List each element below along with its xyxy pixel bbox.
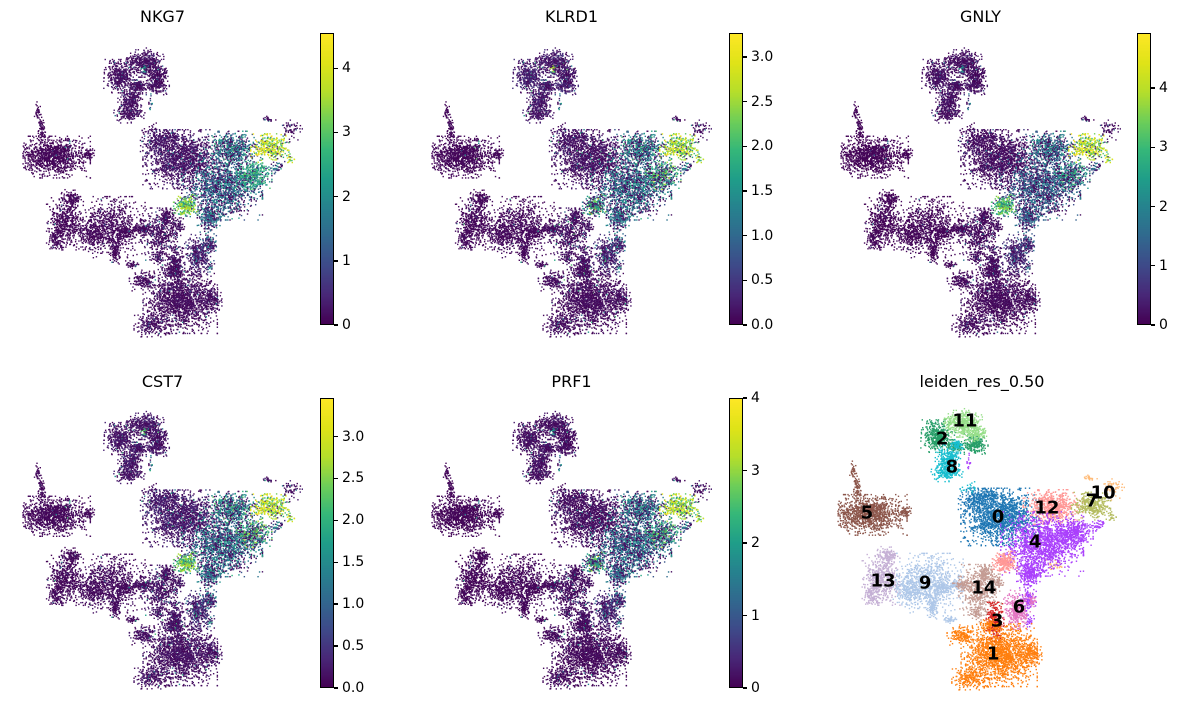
- colorbar-tick: [334, 67, 338, 69]
- cluster-label-4: 4: [1028, 531, 1042, 553]
- cluster-label-12: 12: [1034, 497, 1060, 519]
- colorbar-tick-label: 0.5: [751, 272, 774, 289]
- colorbar-tick-label: 1: [342, 252, 351, 269]
- colorbar-cst7: [320, 398, 334, 688]
- colorbar-tick-label: 4: [751, 390, 760, 406]
- umap-scatter-leiden: [837, 397, 1125, 691]
- colorbar-tick: [334, 131, 338, 134]
- colorbar-tick-label: 4: [342, 60, 351, 77]
- colorbar-tick-label: 0.0: [751, 317, 774, 333]
- colorbar-tick: [1151, 324, 1155, 326]
- colorbar-tick: [743, 687, 747, 689]
- colorbar-tick-label: 2: [342, 188, 351, 205]
- colorbar-tick-label: 2.5: [342, 470, 365, 487]
- umap-scatter-klrd1: [431, 36, 712, 338]
- panel-title-klrd1: KLRD1: [544, 7, 599, 26]
- colorbar-tick: [334, 260, 338, 262]
- colorbar-tick: [743, 614, 747, 617]
- cluster-label-14: 14: [971, 577, 997, 599]
- colorbar-tick: [1151, 146, 1155, 148]
- colorbar-tick: [1151, 205, 1155, 208]
- colorbar-tick: [743, 56, 747, 58]
- colorbar-tick: [334, 519, 338, 522]
- colorbar-tick-label: 1: [751, 607, 760, 624]
- colorbar-tick-label: 3: [751, 462, 760, 479]
- umap-scatter-gnly: [840, 36, 1121, 338]
- colorbar-tick-label: 0: [751, 680, 760, 696]
- cluster-label-13: 13: [870, 570, 896, 592]
- colorbar-tick: [334, 324, 338, 326]
- colorbar-tick: [743, 324, 747, 326]
- colorbar-tick-label: 3.0: [342, 428, 365, 445]
- colorbar-nkg7: [320, 33, 334, 325]
- colorbar-tick-label: 2.0: [342, 512, 365, 529]
- colorbar-tick: [334, 687, 338, 689]
- colorbar-tick-label: 2: [751, 535, 760, 551]
- cluster-label-3: 3: [990, 610, 1004, 632]
- colorbar-tick-label: 3.0: [751, 49, 774, 66]
- colorbar-tick: [334, 603, 338, 605]
- colorbar-tick-label: 1: [1159, 257, 1168, 274]
- colorbar-tick: [743, 101, 747, 103]
- colorbar-tick-label: 1.5: [751, 183, 774, 200]
- cluster-label-0: 0: [991, 506, 1005, 528]
- colorbar-tick-label: 0: [342, 317, 351, 333]
- cluster-label-5: 5: [860, 502, 874, 524]
- cluster-label-9: 9: [918, 572, 932, 594]
- colorbar-tick: [334, 477, 338, 480]
- colorbar-tick: [743, 397, 747, 399]
- umap-scatter-cst7: [22, 400, 303, 690]
- umap-scatter-nkg7: [22, 36, 303, 338]
- colorbar-tick-label: 2.5: [751, 93, 774, 110]
- colorbar-tick: [743, 542, 747, 544]
- colorbar-tick-label: 1.0: [751, 227, 774, 244]
- colorbar-tick: [743, 469, 747, 472]
- colorbar-tick-label: 4: [1159, 80, 1168, 97]
- colorbar-tick-label: 0.0: [342, 680, 365, 696]
- colorbar-tick: [334, 195, 338, 198]
- panel-title-nkg7: NKG7: [139, 7, 186, 26]
- panel-title-gnly: GNLY: [960, 7, 1001, 26]
- colorbar-tick: [743, 145, 747, 148]
- colorbar-tick: [334, 561, 338, 563]
- panel-title-prf1: PRF1: [551, 372, 592, 391]
- cluster-label-10: 10: [1090, 482, 1116, 504]
- colorbar-tick-label: 3: [342, 124, 351, 141]
- colorbar-tick: [1151, 265, 1155, 267]
- cluster-label-1: 1: [986, 643, 1000, 665]
- colorbar-tick: [1151, 87, 1155, 89]
- colorbar-gnly: [1137, 33, 1151, 325]
- colorbar-tick-label: 2: [1159, 198, 1168, 215]
- colorbar-tick: [743, 235, 747, 237]
- colorbar-tick-label: 0.5: [342, 638, 365, 655]
- panel-title-cst7: CST7: [141, 372, 184, 391]
- colorbar-tick-label: 1.0: [342, 596, 365, 613]
- colorbar-tick: [334, 435, 338, 438]
- colorbar-tick: [743, 190, 747, 192]
- cluster-label-8: 8: [945, 456, 959, 478]
- colorbar-tick-label: 0: [1159, 317, 1168, 333]
- panel-title-leiden: leiden_res_0.50: [919, 372, 1045, 391]
- colorbar-klrd1: [729, 33, 743, 325]
- colorbar-prf1: [729, 398, 743, 688]
- colorbar-tick-label: 1.5: [342, 554, 365, 571]
- cluster-label-11: 11: [952, 410, 978, 432]
- colorbar-tick-label: 3: [1159, 139, 1168, 156]
- colorbar-tick-label: 2.0: [751, 138, 774, 155]
- cluster-label-7: 7: [1085, 490, 1099, 512]
- cluster-label-6: 6: [1012, 596, 1026, 618]
- umap-scatter-prf1: [431, 400, 712, 690]
- cluster-label-2: 2: [935, 428, 949, 450]
- colorbar-tick: [743, 279, 747, 282]
- colorbar-tick: [334, 645, 338, 647]
